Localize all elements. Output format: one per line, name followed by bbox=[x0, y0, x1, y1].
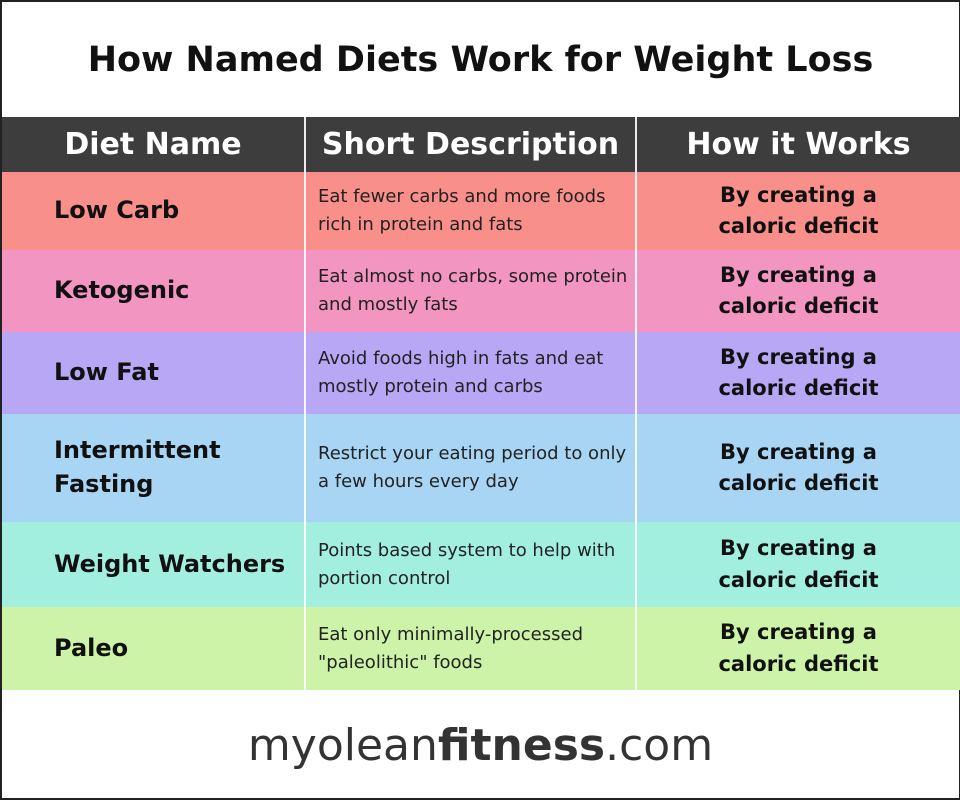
diet-name: Intermittent Fasting bbox=[2, 414, 306, 522]
brand-logo: myolean fitness .com bbox=[2, 690, 959, 800]
diet-how-it-works: By creating a caloric deficit bbox=[718, 182, 879, 239]
diet-description: Eat only minimally-processed "paleolithi… bbox=[306, 607, 637, 690]
brand-suffix: .com bbox=[605, 719, 714, 771]
diet-name: Paleo bbox=[2, 607, 306, 690]
diet-how-it-works: By creating a caloric deficit bbox=[718, 439, 879, 496]
diet-table: Diet Name Short Description How it Works… bbox=[2, 117, 960, 690]
brand-text: myolean bbox=[247, 719, 438, 771]
brand-text-bold: fitness bbox=[437, 719, 606, 771]
table-row: Weight Watchers Points based system to he… bbox=[2, 522, 960, 607]
column-header-diet-name: Diet Name bbox=[2, 117, 306, 172]
table-row: Low Carb Eat fewer carbs and more foods r… bbox=[2, 172, 960, 250]
diet-name: Low Fat bbox=[2, 332, 306, 414]
diet-how-it-works: By creating a caloric deficit bbox=[718, 262, 879, 319]
diet-name: Weight Watchers bbox=[2, 522, 306, 607]
table-row: Intermittent Fasting Restrict your eating… bbox=[2, 414, 960, 522]
diet-how-it-works: By creating a caloric deficit bbox=[718, 620, 879, 676]
diet-description: Avoid foods high in fats and eat mostly … bbox=[306, 332, 637, 414]
table-row: Paleo Eat only minimally-processed "paleo… bbox=[2, 607, 960, 690]
diet-name: Ketogenic bbox=[2, 250, 306, 332]
column-header-how: How it Works bbox=[686, 127, 911, 162]
diet-description: Eat fewer carbs and more foods rich in p… bbox=[306, 172, 637, 250]
table-row: Ketogenic Eat almost no carbs, some prote… bbox=[2, 250, 960, 332]
diet-name: Low Carb bbox=[2, 172, 306, 250]
page-title: How Named Diets Work for Weight Loss bbox=[87, 39, 874, 80]
diet-description: Points based system to help with portion… bbox=[306, 522, 637, 607]
diet-how-it-works: By creating a caloric deficit bbox=[718, 536, 879, 592]
column-header-description: Short Description bbox=[306, 117, 637, 172]
table-header: Diet Name Short Description How it Works bbox=[2, 117, 960, 172]
diet-description: Eat almost no carbs, some protein and mo… bbox=[306, 250, 637, 332]
diet-description: Restrict your eating period to only a fe… bbox=[306, 414, 637, 522]
table-row: Low Fat Avoid foods high in fats and eat … bbox=[2, 332, 960, 414]
diet-how-it-works: By creating a caloric deficit bbox=[718, 344, 879, 401]
